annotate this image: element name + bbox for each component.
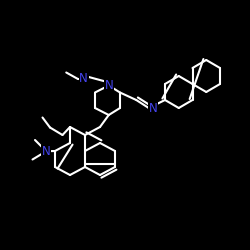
Text: N: N [80, 72, 88, 85]
Text: N: N [104, 79, 113, 92]
Text: N: N [149, 102, 158, 114]
Text: N: N [42, 145, 50, 158]
